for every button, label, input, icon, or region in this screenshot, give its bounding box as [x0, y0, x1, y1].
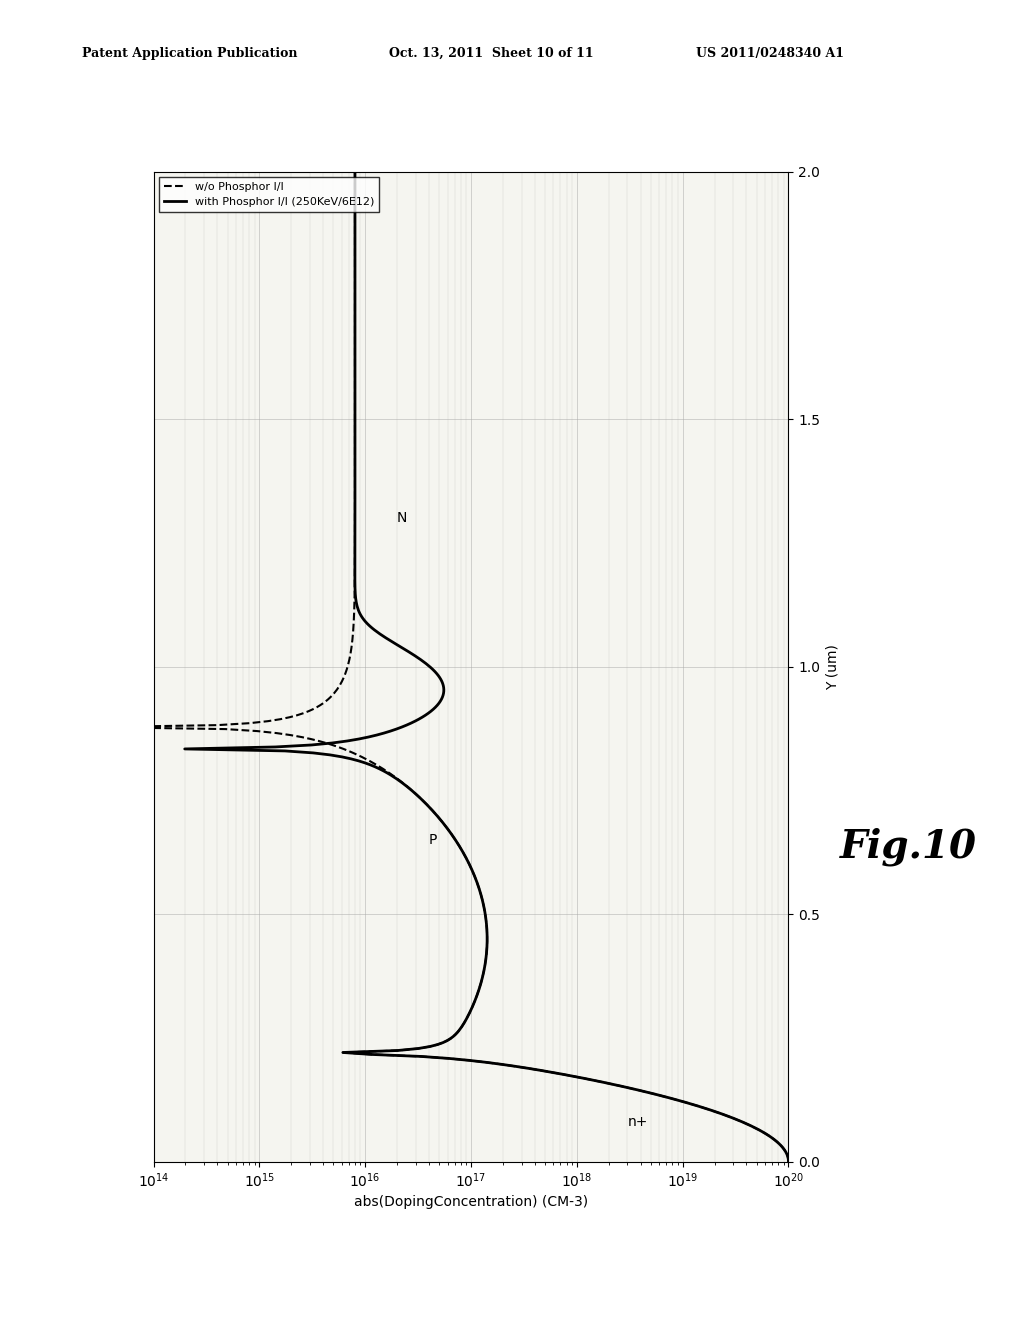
Text: P: P [429, 833, 437, 847]
Text: Patent Application Publication: Patent Application Publication [82, 46, 297, 59]
Text: US 2011/0248340 A1: US 2011/0248340 A1 [696, 46, 845, 59]
X-axis label: abs(DopingConcentration) (CM-3): abs(DopingConcentration) (CM-3) [354, 1196, 588, 1209]
Text: N: N [397, 511, 408, 525]
Y-axis label: Y (um): Y (um) [825, 644, 840, 689]
Text: Fig.10: Fig.10 [840, 828, 977, 866]
Text: Oct. 13, 2011  Sheet 10 of 11: Oct. 13, 2011 Sheet 10 of 11 [389, 46, 594, 59]
Text: n+: n+ [628, 1115, 648, 1129]
Legend: w/o Phosphor I/I, with Phosphor I/I (250KeV/6E12): w/o Phosphor I/I, with Phosphor I/I (250… [159, 177, 379, 211]
